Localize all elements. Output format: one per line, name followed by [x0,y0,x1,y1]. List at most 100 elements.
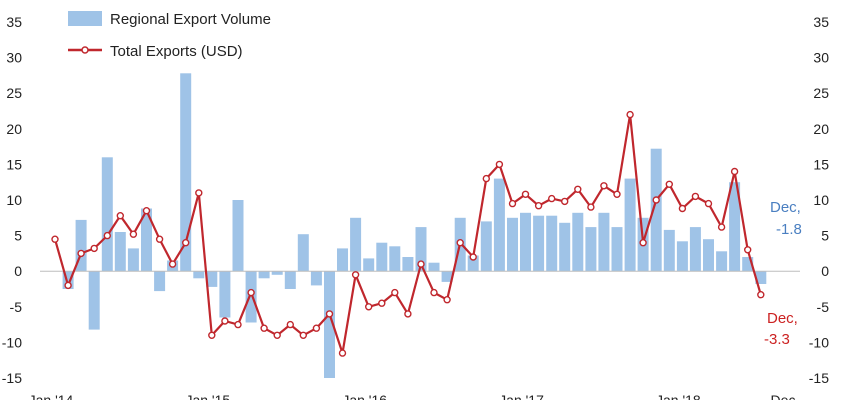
line-point [508,199,517,208]
y-tick-label-right: 30 [813,50,829,66]
bar [598,212,610,272]
bar [324,271,335,378]
x-tick-label: Jan '16 [342,392,387,400]
bar [219,271,231,318]
line-point [351,271,360,279]
line-point [365,303,373,311]
line-point [744,246,752,254]
bar [428,262,440,272]
bar [480,221,492,272]
y-axis-right: -15 -10 -5 0 5 10 15 20 25 30 35 [809,14,829,386]
line-point [574,185,582,194]
line-point [181,238,190,247]
line-point [704,199,713,208]
x-tick-label: Jan '17 [499,392,544,400]
annotation-bar-dec: Dec, -1.8 [770,199,802,238]
x-axis: Jan '14 Jan '15 Jan '16 Jan '17 Jan '18 Dec [29,392,796,400]
line-point [430,288,438,297]
bar [585,227,597,272]
bar [232,200,244,272]
line-point [417,260,425,268]
y-tick-label-right: 0 [821,263,829,279]
x-tick-label: Dec [771,392,796,400]
bar [572,212,584,272]
bar [611,227,623,272]
bar [676,241,688,272]
bar [62,271,74,289]
annotation-line-line2: -3.3 [764,331,790,348]
line-point [286,320,294,329]
bar [546,215,558,272]
y-axis-left: -15 -10 -5 0 5 10 15 20 25 30 35 [2,14,22,386]
line-point [391,288,399,297]
line-point [600,182,608,190]
bar [663,229,675,272]
bar [533,215,545,272]
bar [180,73,192,272]
bar [389,246,401,272]
line-point [195,189,203,197]
y-tick-label-left: 5 [14,228,22,244]
bar [284,271,296,289]
bar [363,258,375,272]
line-point [129,230,138,238]
line-point [378,299,386,307]
y-tick-label-left: 15 [6,156,22,172]
line-point [247,288,255,297]
line-point [665,180,673,189]
bar [88,271,100,330]
bar [507,217,518,272]
line-point [338,349,347,357]
y-tick-label-left: 35 [6,14,22,30]
line-point [482,174,490,183]
line-point [64,281,72,290]
line-point [260,324,268,332]
line-point [168,260,177,268]
bar [206,271,218,287]
y-tick-label-left: 10 [6,192,22,208]
bar [271,271,283,275]
bar [415,227,427,272]
line-point [678,204,687,213]
bar [650,148,662,272]
line-point [273,331,281,339]
y-tick-label-left: -15 [2,370,22,386]
line-point [221,317,229,325]
line-point [495,160,504,169]
bar [297,234,309,272]
bar [101,157,113,272]
y-tick-label-left: 20 [6,121,22,137]
line-point [534,201,543,210]
line-point [142,206,151,215]
line-point [90,244,98,253]
line-point [456,238,464,247]
line-point [234,320,242,329]
bar [493,178,505,272]
bar [154,271,166,292]
line-point [116,211,125,220]
bar [402,257,414,272]
bar [755,271,767,284]
annotation-line-dec: Dec, -3.3 [764,310,798,348]
bar [520,212,531,272]
y-tick-label-right: -10 [809,334,829,350]
legend: Regional Export Volume Total Exports (US… [68,11,271,60]
line-point [325,310,334,318]
bar [441,271,453,282]
line-point [404,310,412,318]
line-point [548,194,556,203]
bar [467,255,479,272]
line-point [626,110,634,119]
bar [337,248,348,272]
line-point [652,196,660,204]
y-tick-label-right: 25 [813,85,829,101]
line-point [561,197,569,206]
annotation-line-line1: Dec, [767,310,798,327]
bar [245,271,257,323]
bar [689,227,701,272]
line-point [613,190,621,199]
bar-series [62,73,767,378]
bar [716,251,728,272]
bar [742,257,754,272]
